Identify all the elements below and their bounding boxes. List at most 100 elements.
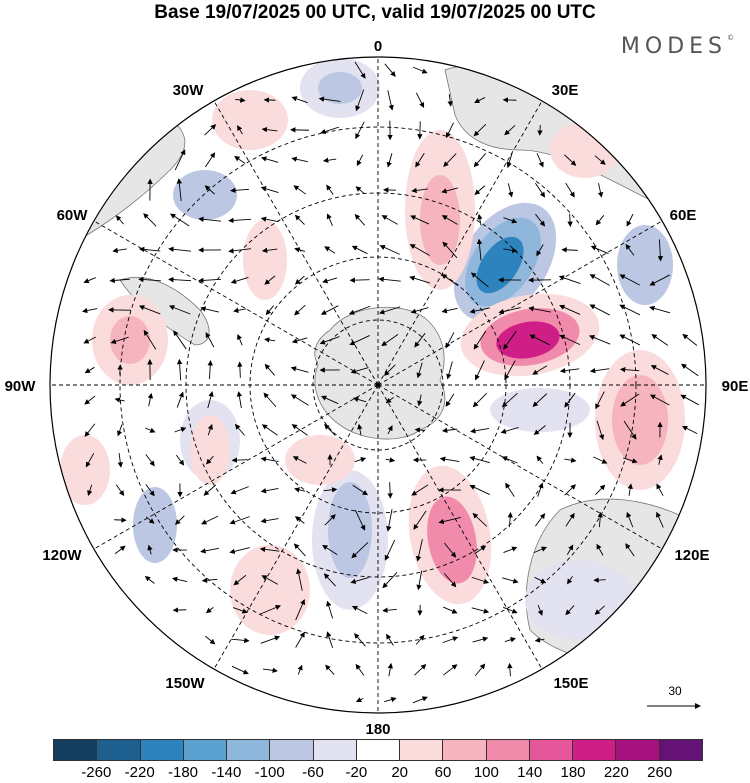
wind-arrow (145, 484, 155, 497)
colorbar-swatch (54, 740, 98, 760)
wind-arrow (680, 394, 700, 406)
wind-arrow (200, 547, 220, 554)
wind-arrow (293, 543, 306, 557)
wind-arrow (260, 635, 281, 644)
wind-arrow (501, 456, 518, 464)
wind-arrow (386, 153, 393, 168)
wind-arrow (325, 664, 335, 676)
wind-arrow (472, 512, 488, 527)
wind-arrow (475, 360, 485, 381)
wind-arrow (651, 334, 669, 346)
wind-arrow (145, 454, 155, 467)
wind-arrow (504, 637, 516, 643)
wind-arrow (447, 94, 453, 107)
wind-arrow (351, 605, 368, 615)
wind-arrow (597, 183, 604, 198)
meridian-line (377, 384, 543, 670)
wind-arrow (474, 185, 486, 195)
wind-arrow (235, 97, 246, 103)
map-boundary (49, 56, 707, 714)
wind-arrow (83, 336, 96, 344)
colorbar-tick-label: 100 (473, 764, 499, 781)
wind-arrow (349, 335, 371, 346)
wind-arrow (649, 305, 671, 314)
wind-arrow (318, 96, 341, 102)
wind-arrow (595, 391, 605, 410)
wind-arrow (323, 487, 338, 493)
wind-arrow (260, 216, 279, 223)
lon-label-90w: 90W (5, 378, 37, 395)
wind-arrow (355, 121, 365, 140)
wind-arrow (203, 484, 217, 496)
lon-label-180: 180 (365, 721, 390, 738)
wind-arrow (233, 307, 247, 313)
wind-arrow (409, 244, 430, 256)
colorbar-swatch (227, 740, 271, 760)
wind-arrow (416, 570, 423, 591)
wind-arrow (502, 577, 519, 584)
lon-label-120w: 120W (42, 547, 82, 564)
wind-arrow (444, 542, 457, 558)
wind-arrow (198, 216, 221, 222)
wind-arrow (387, 90, 394, 111)
wind-arrow (473, 153, 487, 168)
wind-arrow (322, 544, 338, 556)
wind-arrow (200, 306, 219, 313)
wind-arrow (532, 365, 548, 375)
wind-arrow (323, 573, 336, 587)
wind-arrow (442, 664, 458, 676)
wind-arrow (414, 427, 425, 433)
wind-arrow (352, 484, 369, 496)
wind-arrow (378, 276, 401, 283)
wind-arrow (290, 394, 309, 406)
colorbar-tick-label: 260 (647, 764, 673, 781)
wind-arrow (387, 425, 393, 435)
wind-arrow (176, 358, 183, 381)
wind-arrow (593, 577, 606, 583)
wind-arrow (260, 456, 279, 463)
wind-arrow (441, 307, 458, 314)
wind-arrow (503, 546, 518, 554)
wind-arrow (415, 539, 423, 562)
wind-arrow (147, 392, 154, 407)
lon-label-120e: 120E (674, 547, 709, 564)
colorbar-swatch (616, 740, 660, 760)
wind-arrow (261, 156, 279, 163)
wind-arrow (293, 185, 307, 195)
wind-arrow (168, 305, 191, 315)
colorbar-tick-label: 220 (603, 764, 629, 781)
wind-arrow (147, 544, 153, 555)
wind-arrow (411, 484, 429, 496)
wind-arrow (564, 392, 576, 408)
wind-arrow (410, 307, 429, 314)
wind-arrow (682, 333, 698, 346)
wind-arrow (264, 275, 276, 285)
wind-arrow (567, 576, 573, 585)
wind-arrow (409, 275, 431, 284)
wind-arrow (265, 305, 275, 316)
wind-arrow (351, 542, 369, 559)
wind-arrow (295, 631, 305, 648)
wind-arrow (172, 607, 187, 613)
colorbar-tick-label: -100 (254, 764, 285, 781)
wind-arrow (382, 607, 397, 613)
wind-arrow (176, 178, 182, 201)
colorbar-swatch (183, 740, 228, 760)
wind-arrow (561, 247, 578, 253)
meridian-line (213, 384, 379, 670)
brand-text: MODES (620, 34, 727, 59)
wind-arrow (109, 277, 130, 284)
wind-arrow (594, 155, 606, 165)
wind-arrow (295, 599, 306, 621)
wind-arrow (650, 365, 669, 375)
wind-arrow (528, 306, 551, 313)
wind-arrow (294, 487, 306, 493)
wind-arrow (536, 455, 544, 464)
meridian-line (377, 100, 543, 386)
wind-arrow (263, 97, 276, 103)
meridian-line (93, 220, 379, 386)
wind-arrow (291, 96, 308, 104)
wind-arrow (352, 396, 367, 403)
vector-scale-label: 30 (668, 684, 682, 698)
wind-arrow (324, 246, 336, 254)
